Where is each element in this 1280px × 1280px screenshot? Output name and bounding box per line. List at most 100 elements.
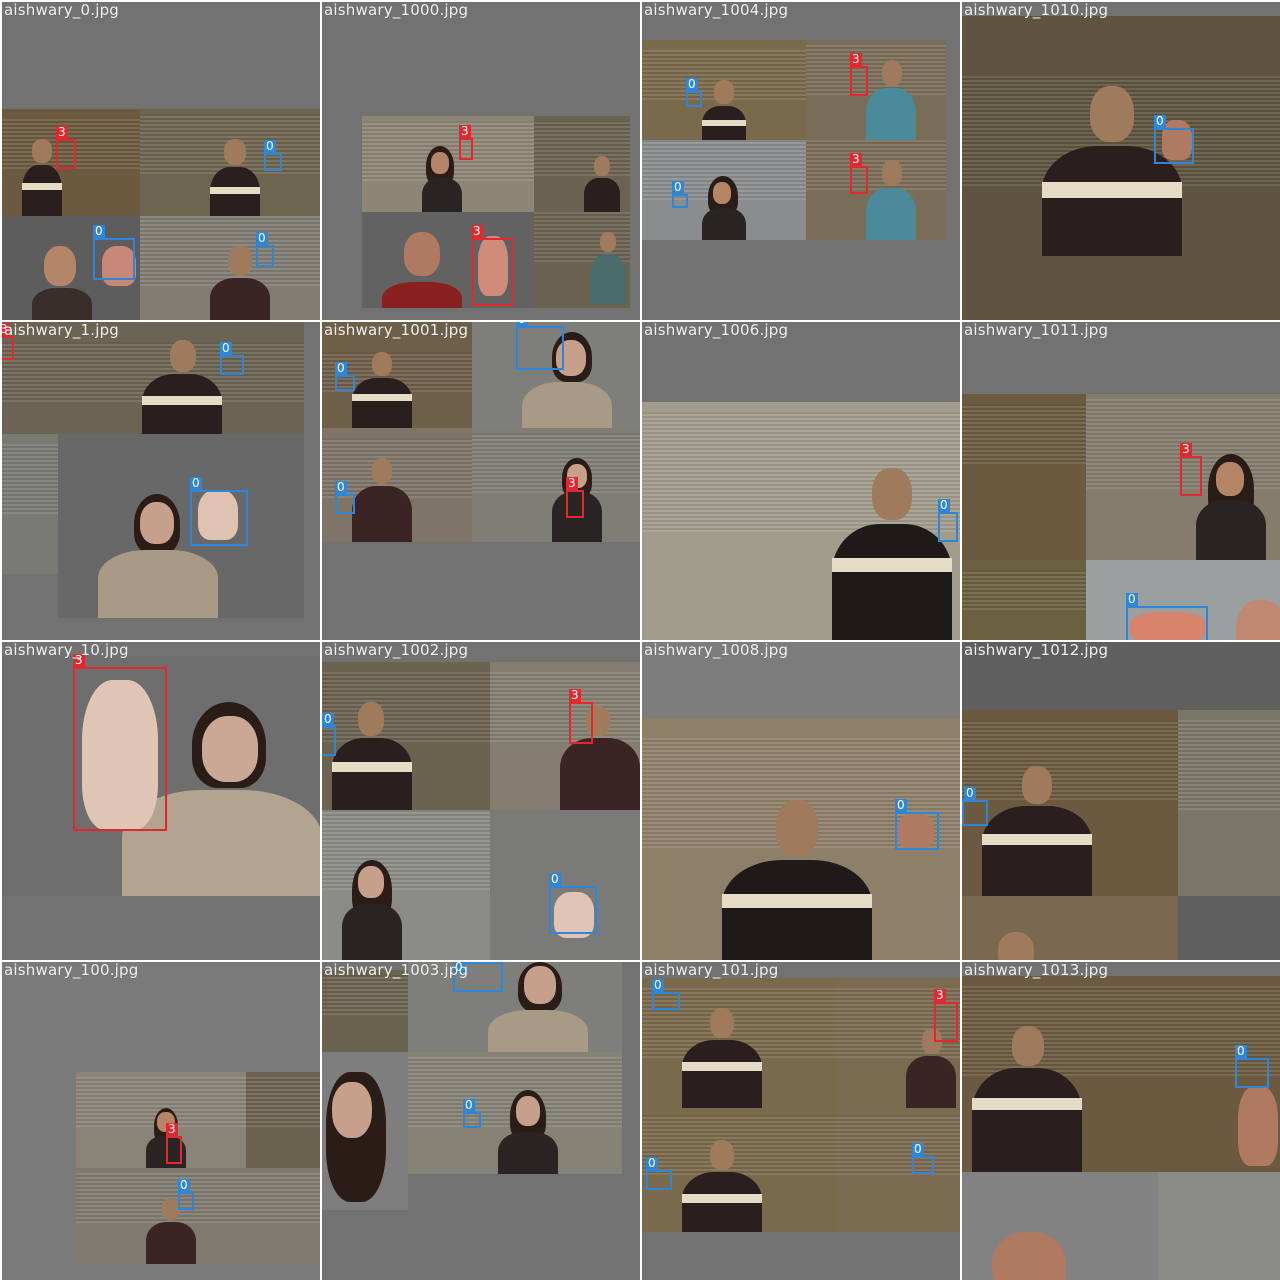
bounding-box-class-3: 3 xyxy=(459,125,473,160)
box-label: 0 xyxy=(93,224,105,238)
box-label: 0 xyxy=(256,231,268,245)
bounding-box-class-0: 0 xyxy=(463,1099,481,1128)
cell-filename: aishwary_1006.jpg xyxy=(644,322,789,339)
box-label: 0 xyxy=(686,77,698,91)
box-label: 0 xyxy=(178,1178,190,1192)
bounding-box-class-0: 0 xyxy=(895,799,939,850)
person xyxy=(422,146,462,212)
person xyxy=(866,160,916,240)
cell-filename: aishwary_1001.jpg xyxy=(324,322,469,339)
person xyxy=(832,468,952,640)
photo-tile xyxy=(806,140,946,240)
hand xyxy=(898,814,934,848)
person xyxy=(498,1090,558,1174)
box-label: 0 xyxy=(964,786,976,800)
person xyxy=(142,340,222,434)
mosaic-cell: aishwary_1001.jpg xyxy=(322,322,640,640)
hand xyxy=(554,892,594,938)
cell-filename: aishwary_101.jpg xyxy=(644,962,779,979)
hand xyxy=(1238,1086,1278,1166)
box-label: 0 xyxy=(1126,592,1138,606)
cell-filename: aishwary_1000.jpg xyxy=(324,2,469,19)
mosaic-cell: aishwary_1012.jpg 0 xyxy=(962,642,1280,960)
box-label: 0 xyxy=(938,498,950,512)
person xyxy=(560,706,640,810)
photo-tile xyxy=(2,109,140,216)
box-label: 3 xyxy=(566,476,578,490)
mosaic-cell: aishwary_100.jpg 3 0 xyxy=(2,962,320,1280)
person xyxy=(352,352,412,428)
hand xyxy=(1130,612,1206,640)
cell-filename: aishwary_1002.jpg xyxy=(324,642,469,659)
cell-filename: aishwary_1.jpg xyxy=(4,322,120,339)
bounding-box-class-3: 3 xyxy=(850,153,868,194)
box-label: 0 xyxy=(335,361,347,375)
bounding-box-class-0: 0 xyxy=(1235,1045,1269,1088)
bounding-box-class-3: 3 xyxy=(166,1123,182,1164)
box-label: 0 xyxy=(322,712,334,726)
mosaic-cell: aishwary_1003.jpg 0 0 xyxy=(322,962,640,1280)
photo-tile xyxy=(1086,394,1280,560)
box-label: 0 xyxy=(672,180,684,194)
person xyxy=(682,1140,762,1232)
bounding-box-class-0: 0 xyxy=(322,713,336,756)
person xyxy=(972,1026,1082,1172)
photo-tile xyxy=(836,1110,960,1232)
mosaic-cell: aishwary_1002.jpg 0 xyxy=(322,642,640,960)
photo-tile xyxy=(642,40,806,140)
person xyxy=(584,156,620,212)
person xyxy=(352,458,412,542)
photo-tile xyxy=(836,978,960,1110)
mosaic-cell: aishwary_1004.jpg xyxy=(642,2,960,320)
bounding-box-class-0: 0 xyxy=(190,477,248,546)
box-label: 0 xyxy=(1154,114,1166,128)
person xyxy=(702,176,746,240)
bounding-box-class-0: 0 xyxy=(652,979,680,1010)
hand xyxy=(478,236,508,296)
cell-filename: aishwary_1011.jpg xyxy=(964,322,1109,339)
photo-tile xyxy=(322,810,490,960)
bounding-box-class-0: 0 xyxy=(938,499,958,542)
bounding-box-class-0: 0 xyxy=(686,78,702,107)
cell-filename: aishwary_1013.jpg xyxy=(964,962,1109,979)
photo-tile xyxy=(472,428,640,542)
cell-filename: aishwary_1003.jpg xyxy=(324,962,469,979)
box-label: 3 xyxy=(850,152,862,166)
photo-tile xyxy=(642,718,960,960)
photo-tile xyxy=(2,656,320,896)
box-label: 0 xyxy=(549,872,561,886)
box-label: 0 xyxy=(895,798,907,812)
box-label: 0 xyxy=(652,978,664,992)
mosaic-cell: aishwary_0.jpg xyxy=(2,2,320,320)
person xyxy=(866,60,916,140)
mosaic-cell: aishwary_1013.jpg 0 xyxy=(962,962,1280,1280)
photo-tile xyxy=(322,428,472,542)
photo-tile xyxy=(140,109,320,216)
photo-tile xyxy=(322,970,408,1052)
photo-tile xyxy=(642,978,836,1110)
hand xyxy=(82,680,158,830)
bounding-box-class-0: 0 xyxy=(1154,115,1194,164)
mosaic-cell: aishwary_101.jpg 0 3 0 xyxy=(642,962,960,1280)
cell-filename: aishwary_1004.jpg xyxy=(644,2,789,19)
photo-tile xyxy=(408,962,622,1052)
box-label: 0 xyxy=(335,480,347,494)
mosaic-cell: aishwary_1.jpg 3 0 0 xyxy=(2,322,320,640)
cell-filename: aishwary_100.jpg xyxy=(4,962,139,979)
photo-tile xyxy=(534,116,630,212)
box-label: 3 xyxy=(1180,442,1192,456)
photo-tile xyxy=(490,810,640,960)
photo-tile xyxy=(962,710,1178,896)
bounding-box-class-3: 3 xyxy=(1180,443,1202,496)
hand xyxy=(198,490,238,540)
bounding-box-class-0: 0 xyxy=(335,481,355,514)
photo-tile xyxy=(962,16,1280,320)
photo-tile xyxy=(806,40,946,140)
box-label: 3 xyxy=(934,988,946,1002)
photo-tile xyxy=(962,896,1178,960)
bounding-box-class-0: 0 xyxy=(335,362,355,391)
photo-tile xyxy=(2,434,58,574)
mosaic-cell: aishwary_1006.jpg 0 xyxy=(642,322,960,640)
person xyxy=(210,246,270,320)
person xyxy=(488,962,588,1052)
